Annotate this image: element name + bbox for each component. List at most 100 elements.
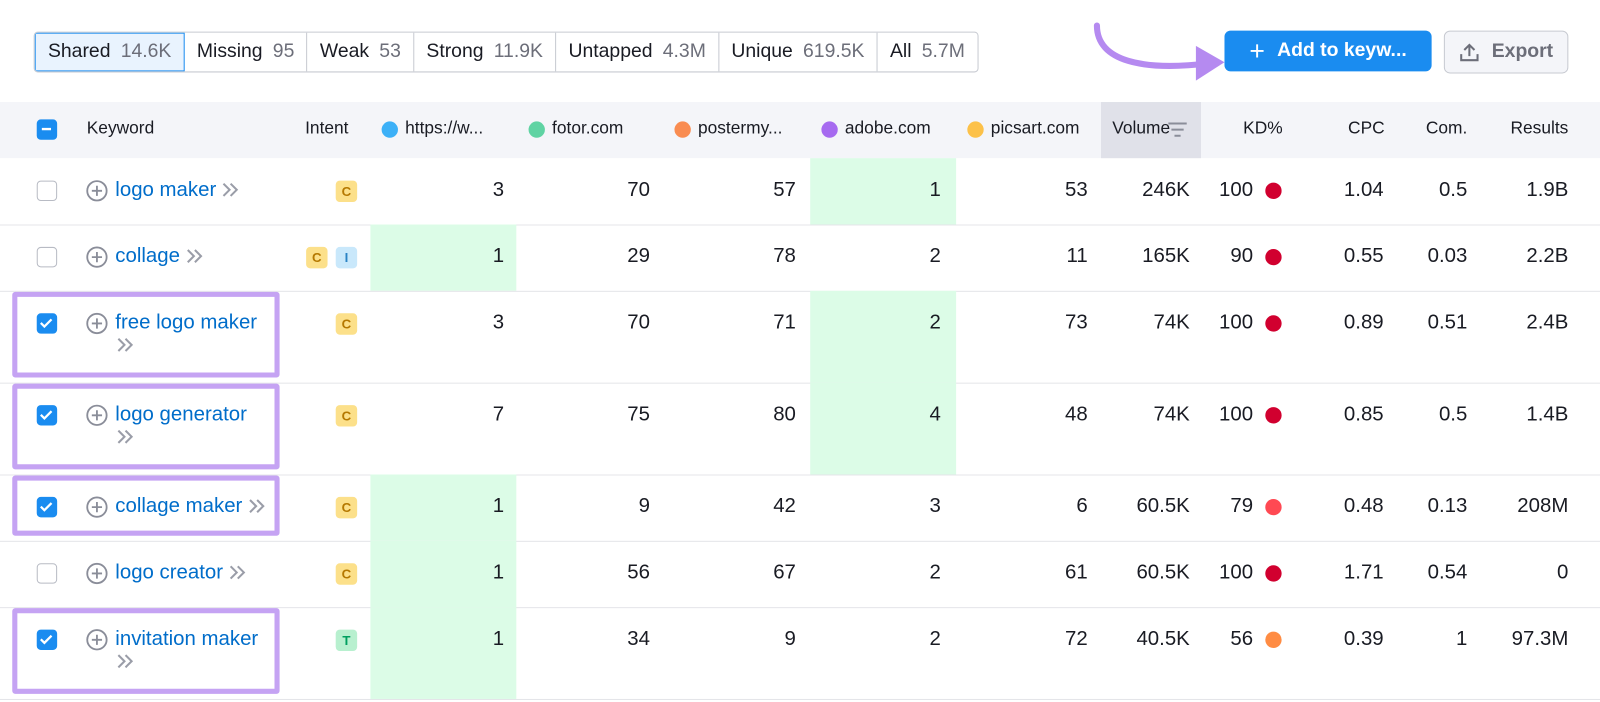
row-checkbox[interactable] [36,180,58,202]
kd-value: 100 [1218,403,1254,426]
keyword-header: Keyword [86,118,155,138]
position-value: 70 [627,311,650,334]
row-checkbox[interactable] [36,563,58,584]
position-value: 70 [627,178,650,202]
expand-icon[interactable] [86,404,108,432]
position-value: 2 [929,627,941,650]
tab-label: Unique [731,40,793,63]
best-position-cell [370,607,517,699]
keyword-link[interactable]: free logo maker [115,311,258,334]
position-value: 1 [492,561,505,584]
serp-icon[interactable] [115,654,135,671]
kd-value: 90 [1230,244,1254,268]
tab-count: 11.9K [493,40,543,63]
competitor-header: postermy... [697,118,783,138]
keyword-link[interactable]: invitation maker [115,627,259,650]
volume-header[interactable]: Volume [1112,118,1171,138]
kd-dot [1265,248,1282,266]
intent-badge: C [335,180,358,203]
expand-icon[interactable] [86,312,108,340]
keyword-cell: logo generator [115,401,268,448]
cpc-value: 1.04 [1343,178,1384,202]
row-checkbox[interactable] [36,629,58,650]
row-checkbox[interactable] [36,246,58,268]
row-checkbox[interactable] [36,405,58,426]
plus-icon: + [1249,35,1265,66]
serp-icon[interactable] [115,429,135,447]
volume-value: 60.5K [1136,561,1190,584]
position-value: 61 [1065,561,1088,584]
tab[interactable]: All 5.7M [878,33,977,72]
serp-icon[interactable] [115,338,135,355]
tab[interactable]: Weak 53 [308,32,415,72]
keyword-link[interactable]: collage [115,244,180,268]
row-divider [0,698,1600,700]
expand-icon[interactable] [86,496,108,524]
com-value: 0.54 [1427,561,1468,584]
intent-header: Intent [305,118,349,138]
row-checkbox[interactable] [36,313,58,334]
volume-value: 74K [1153,311,1190,334]
kd-value: 79 [1230,494,1254,518]
com-value: 0.5 [1438,178,1468,202]
tab[interactable]: Unique 619.5K [719,32,878,72]
competitor-dot [528,121,545,138]
position-value: 1 [492,627,505,650]
position-value: 4 [929,403,941,426]
select-all-checkbox[interactable] [36,119,58,140]
expand-icon[interactable] [86,246,108,274]
competitor-header: picsart.com [990,118,1080,138]
keyword-link[interactable]: logo maker [115,178,217,202]
tab[interactable]: Untapped 4.3M [556,32,720,72]
serp-icon[interactable] [242,499,267,516]
competitor-dot [821,121,838,138]
tab[interactable]: Strong 11.9K [414,32,557,72]
keyword-cell: logo creator [115,559,268,587]
expand-icon[interactable] [86,629,108,657]
cpc-value: 0.55 [1343,244,1384,268]
sorted-column-header [1101,102,1202,159]
keyword-cell: invitation maker [115,626,268,673]
serp-icon[interactable] [216,182,241,200]
keyword-link[interactable]: collage maker [115,494,243,518]
cpc-value: 0.39 [1343,627,1384,650]
competitor-dot [967,121,984,138]
expand-icon[interactable] [86,562,108,590]
add-button[interactable]: + Add to keyw... [1224,30,1432,72]
position-value: 1 [492,494,505,518]
keyword-link[interactable]: logo generator [115,403,247,426]
serp-icon[interactable] [223,565,248,582]
tab-label: All [889,40,912,63]
tab[interactable]: Missing 95 [185,32,308,72]
intent-badge: T [335,629,358,652]
kd-value: 100 [1218,311,1254,334]
position-value: 48 [1065,403,1088,426]
position-value: 78 [773,244,796,268]
com-value: 0.51 [1427,311,1468,334]
cpc-value: 0.89 [1343,311,1384,334]
com-value: 0.13 [1427,494,1468,518]
tab-count: 4.3M [662,40,706,63]
keyword-link[interactable]: logo creator [115,561,224,584]
row-divider [0,382,1600,384]
export-button[interactable]: Export [1443,30,1569,74]
expand-icon[interactable] [86,180,108,208]
arrow [1093,22,1225,81]
position-value: 75 [627,403,650,426]
intent-badge: C [335,563,358,585]
intent-badge: I [335,246,358,269]
highlight-box [12,291,280,378]
serp-icon[interactable] [180,249,205,266]
row-checkbox[interactable] [36,496,58,518]
kd-dot [1265,407,1282,424]
keyword-cell: logo maker [115,177,268,205]
tab-count: 53 [379,40,401,63]
tab[interactable]: Shared 14.6K [34,32,185,72]
com-value: 1 [1455,627,1468,650]
sort-icon [1166,120,1188,143]
best-position-cell [810,158,957,225]
position-value: 1 [492,244,505,268]
volume-value: 40.5K [1136,627,1190,650]
